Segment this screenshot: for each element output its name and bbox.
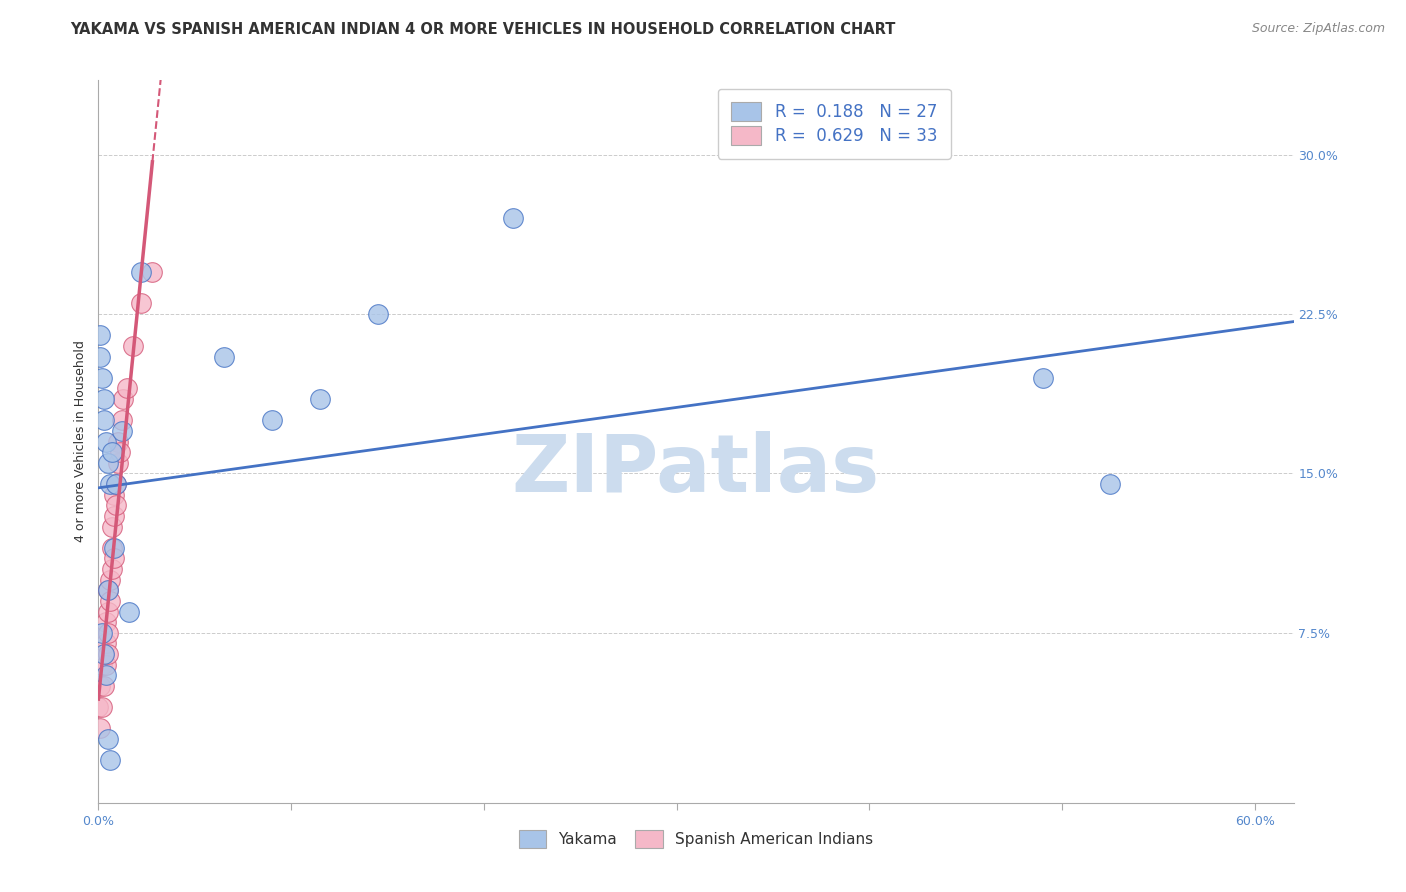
Text: Source: ZipAtlas.com: Source: ZipAtlas.com [1251, 22, 1385, 36]
Point [97, 605, 120, 619]
Point [103, 541, 125, 555]
Point [94, 636, 117, 650]
Point [97, 647, 120, 661]
Point [118, 605, 141, 619]
Point [89, 328, 111, 343]
Y-axis label: 4 or more Vehicles in Household: 4 or more Vehicles in Household [75, 341, 87, 542]
Point [97, 583, 120, 598]
Point [141, 264, 163, 278]
Point [94, 615, 117, 630]
Point [108, 445, 131, 459]
Point [101, 445, 124, 459]
Point [97, 583, 120, 598]
Point [104, 477, 127, 491]
Point [502, 211, 524, 226]
Point [91, 625, 114, 640]
Point [110, 424, 132, 438]
Point [87, 700, 110, 714]
Point [103, 551, 125, 566]
Point [103, 508, 125, 523]
Point [94, 434, 117, 449]
Point [101, 562, 124, 576]
Point [129, 296, 152, 310]
Point [112, 392, 135, 406]
Legend: Yakama, Spanish American Indians: Yakama, Spanish American Indians [506, 818, 886, 860]
Point [93, 679, 115, 693]
Point [93, 647, 115, 661]
Point [122, 339, 145, 353]
Point [97, 625, 120, 640]
Point [89, 722, 111, 736]
Point [1032, 371, 1054, 385]
Point [93, 413, 115, 427]
Point [107, 434, 129, 449]
Point [91, 700, 114, 714]
Point [97, 456, 120, 470]
Point [104, 498, 127, 512]
Point [94, 657, 117, 672]
Text: YAKAMA VS SPANISH AMERICAN INDIAN 4 OR MORE VEHICLES IN HOUSEHOLD CORRELATION CH: YAKAMA VS SPANISH AMERICAN INDIAN 4 OR M… [70, 22, 896, 37]
Point [93, 647, 115, 661]
Point [117, 381, 139, 395]
Point [101, 519, 124, 533]
Point [104, 477, 127, 491]
Point [98, 573, 121, 587]
Point [98, 477, 121, 491]
Point [309, 392, 332, 406]
Point [91, 371, 114, 385]
Point [103, 488, 125, 502]
Point [89, 679, 111, 693]
Point [91, 657, 114, 672]
Point [97, 732, 120, 747]
Point [89, 350, 111, 364]
Text: ZIPatlas: ZIPatlas [512, 432, 880, 509]
Point [98, 753, 121, 767]
Point [101, 541, 124, 555]
Point [93, 392, 115, 406]
Point [367, 307, 389, 321]
Point [107, 456, 129, 470]
Point [260, 413, 283, 427]
Point [129, 264, 152, 278]
Point [98, 594, 121, 608]
Point [110, 413, 132, 427]
Point [1099, 477, 1122, 491]
Point [94, 668, 117, 682]
Point [212, 350, 235, 364]
